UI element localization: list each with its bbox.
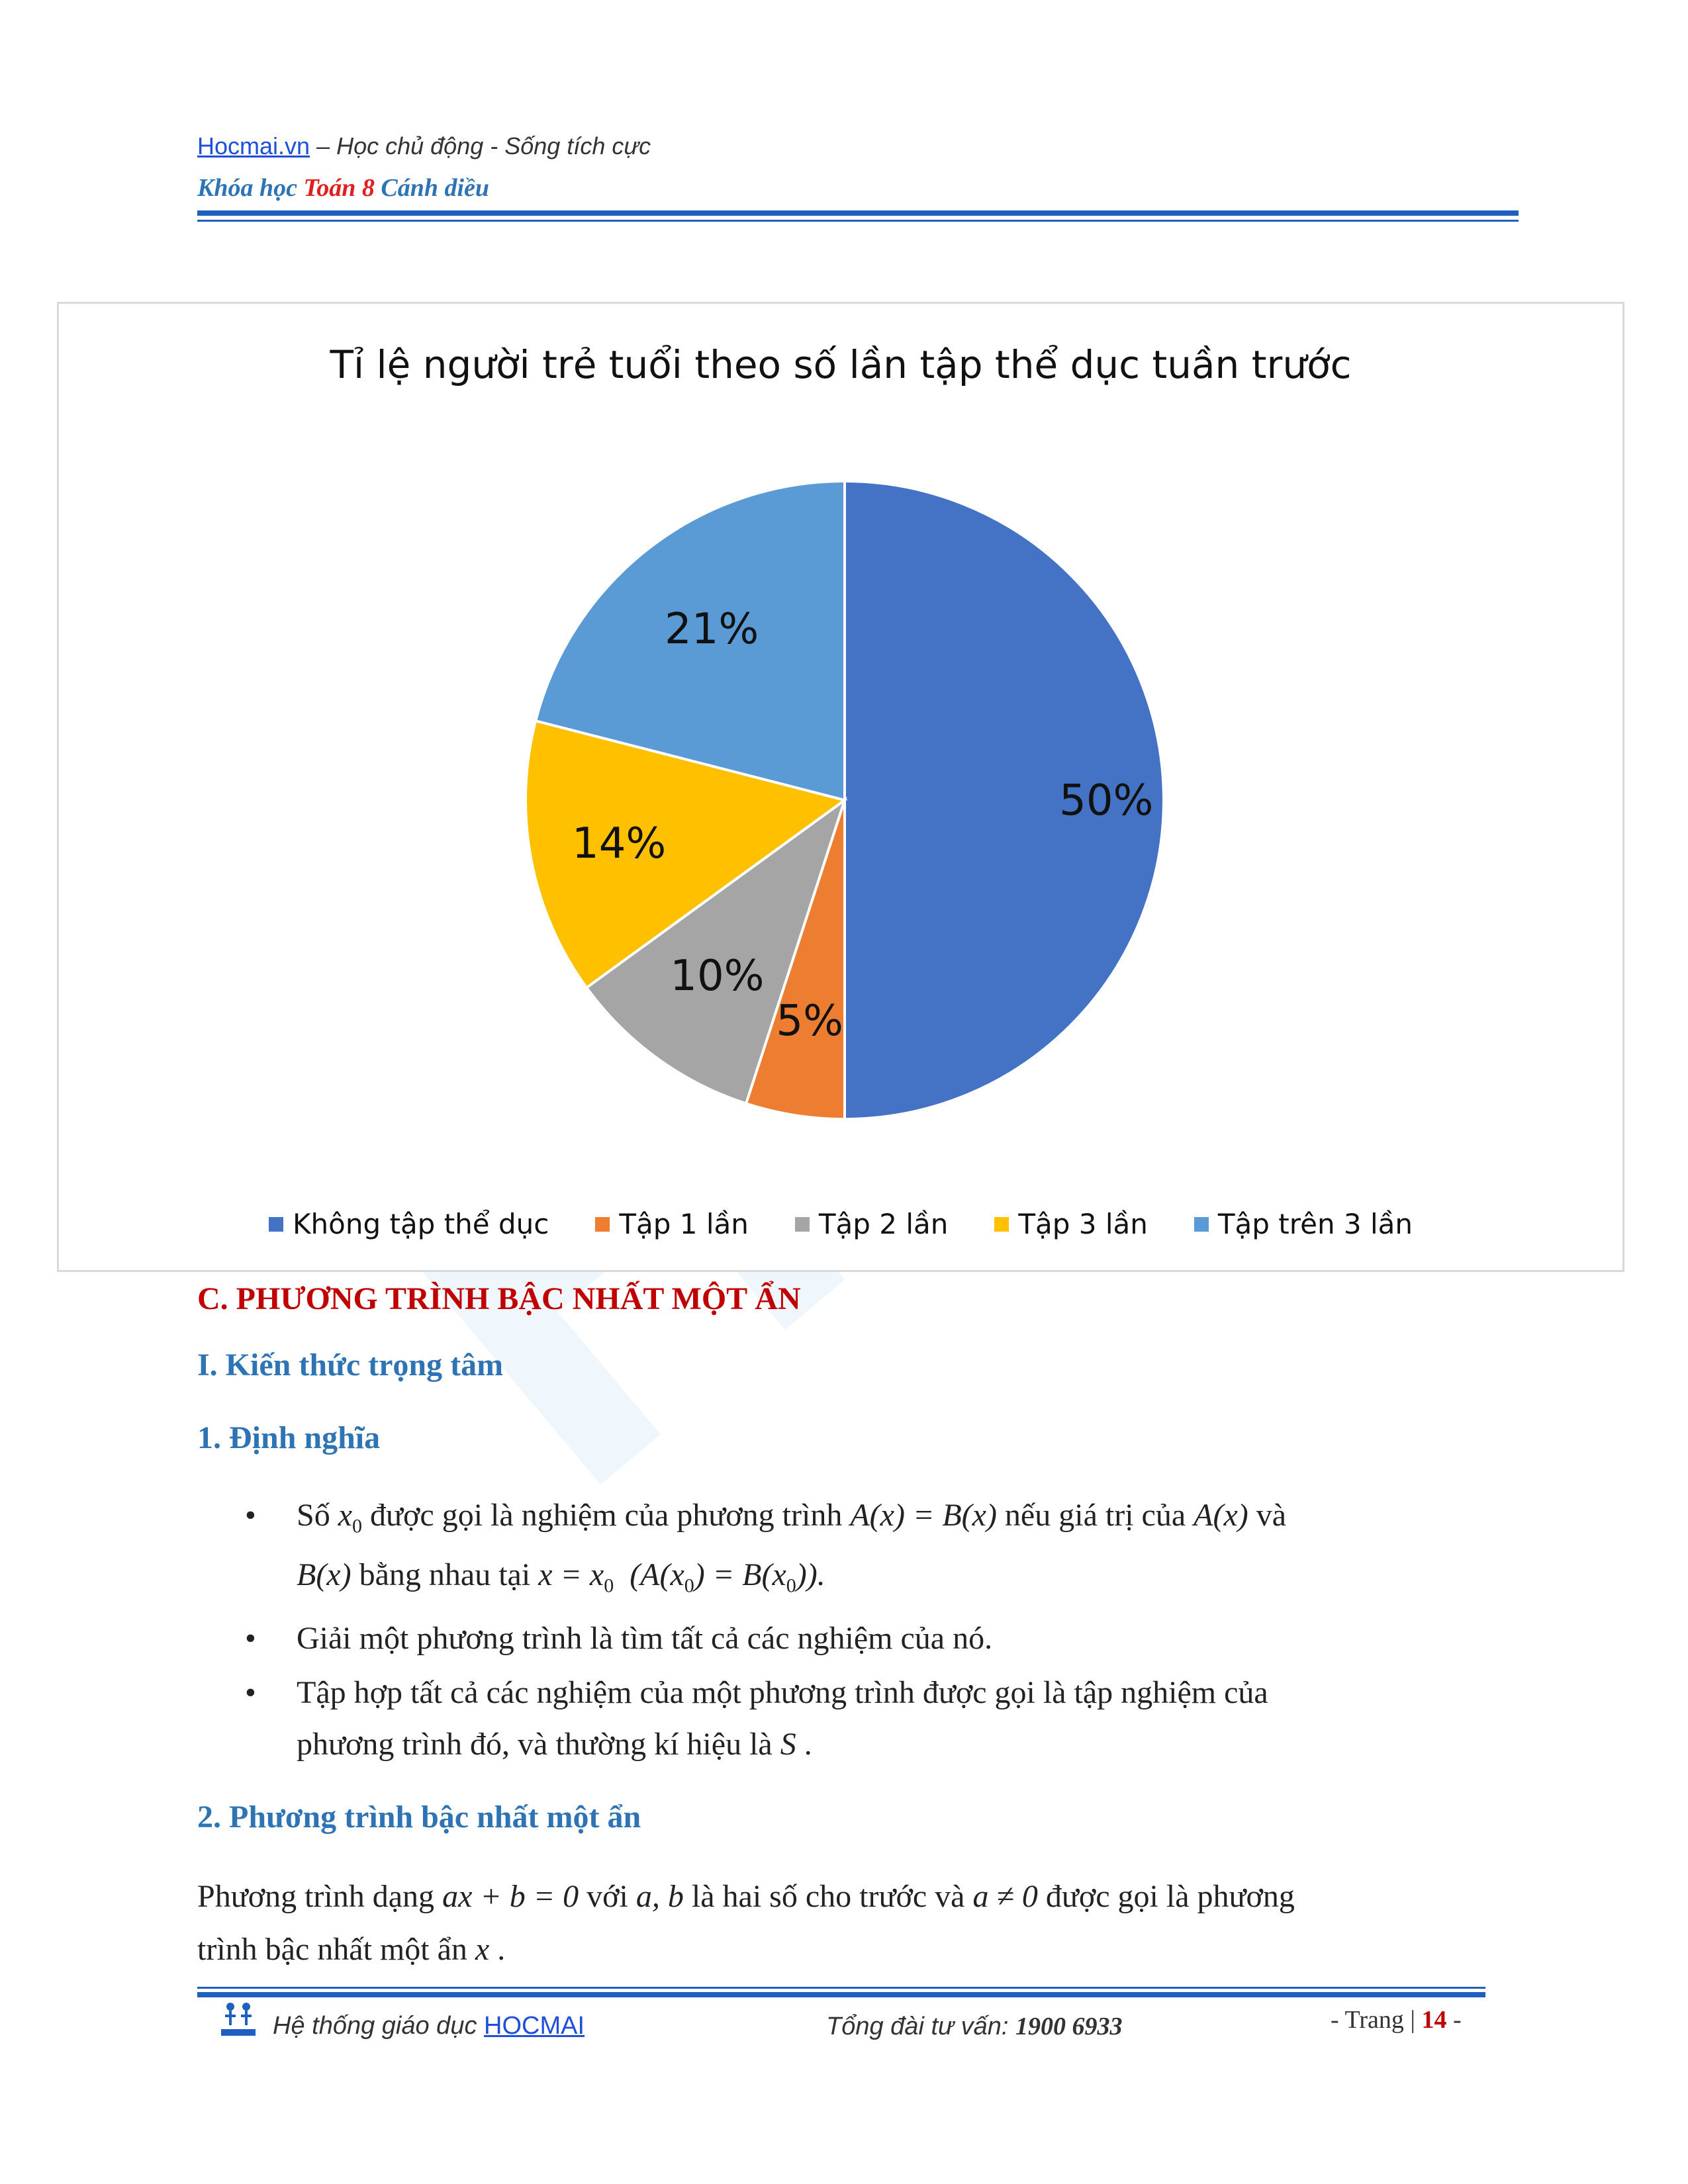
footer-rule (197, 1992, 1485, 1997)
course-prefix: Khóa học (197, 174, 304, 202)
header-rule (197, 210, 1519, 216)
legend-label: Tập 3 lần (1018, 1208, 1148, 1240)
text: Hệ thống giáo dục (273, 2012, 485, 2040)
math-equation: A(x) = B(x) (850, 1498, 997, 1533)
bullet-3-line-2: phương trình đó, và thường kí hiệu là S … (297, 1726, 812, 1762)
math-sub: 0 (352, 1515, 363, 1537)
math-eq: )). (796, 1557, 825, 1592)
hocmai-logo-icon (221, 2003, 256, 2036)
legend-label: Tập trên 3 lần (1217, 1208, 1413, 1240)
text: - Trang | (1331, 2006, 1422, 2034)
math-eq: ) = B(x (694, 1557, 786, 1592)
math-neq: a ≠ 0 (972, 1879, 1038, 1914)
chart-frame: Tỉ lệ người trẻ tuổi theo số lần tập thể… (57, 302, 1624, 1272)
paragraph-line-2: trình bậc nhất một ẩn x . (197, 1931, 505, 1968)
math-sub: 0 (786, 1574, 796, 1597)
bullet-1-line-1: Số x0 được gọi là nghiệm của phương trìn… (297, 1497, 1286, 1538)
text: trình bậc nhất một ẩn (197, 1932, 475, 1967)
legend-item: Tập 2 lần (794, 1208, 949, 1240)
footer-rule-thin (197, 1987, 1485, 1989)
legend-swatch (794, 1216, 810, 1232)
heading-definition: 1. Định nghĩa (197, 1420, 381, 1455)
course-title: Khóa học Toán 8 Cánh diều (197, 173, 489, 203)
text: Tổng đài tư vấn: (826, 2013, 1016, 2040)
bullet-dot: • (245, 1675, 256, 1710)
math-x: x (475, 1932, 490, 1967)
math-ab: a, b (635, 1879, 684, 1914)
site-link[interactable]: Hocmai.vn (197, 132, 310, 159)
text: và (1248, 1498, 1287, 1533)
math-eq: (A(x (630, 1557, 684, 1592)
text: . (489, 1932, 506, 1967)
tagline: – Học chủ động - Sống tích cực (310, 132, 651, 159)
chart-legend: Không tập thể dục Tập 1 lần Tập 2 lần Tập 3… (59, 1208, 1622, 1240)
paragraph-line-1: Phương trình dạng ax + b = 0 với a, b là… (197, 1878, 1295, 1915)
legend-label: Tập 2 lần (818, 1208, 949, 1240)
pie-data-label: 14% (572, 819, 666, 868)
footer-hotline: Tổng đài tư vấn: 1900 6933 (826, 2012, 1123, 2041)
phone-number: 1900 6933 (1015, 2013, 1123, 2040)
text: bằng nhau tại (351, 1557, 539, 1592)
pie-slice-3 (585, 796, 847, 1105)
legend-item: Không tập thể dục (268, 1208, 549, 1240)
math-x: x (338, 1498, 353, 1533)
legend-item: Tập 1 lần (595, 1208, 749, 1240)
bullet-1-line-2: B(x) bằng nhau tại x = x0 (A(x0) = B(x0)… (297, 1557, 825, 1598)
bullet-dot: • (245, 1621, 256, 1656)
pie-data-label: 5% (776, 997, 843, 1046)
math-sub: 0 (604, 1574, 614, 1597)
legend-swatch (994, 1216, 1009, 1232)
section-title: C. PHƯƠNG TRÌNH BẬC NHẤT MỘT ẨN (197, 1281, 801, 1316)
text: - (1446, 2006, 1462, 2034)
text: . (796, 1727, 812, 1762)
math-s: S (780, 1727, 796, 1762)
math-bx: B(x) (297, 1557, 352, 1592)
legend-item: Tập 3 lần (994, 1208, 1148, 1240)
legend-swatch (595, 1216, 610, 1232)
hocmai-link[interactable]: HOCMAI (484, 2012, 585, 2040)
bullet-dot: • (245, 1498, 256, 1533)
pie-slice-5 (534, 479, 846, 802)
text: nếu giá trị của (996, 1498, 1194, 1533)
legend-label: Không tập thể dục (292, 1208, 549, 1240)
subsection-title: I. Kiến thức trọng tâm (197, 1347, 504, 1383)
pie-data-label: 10% (670, 952, 764, 1001)
legend-label: Tập 1 lần (619, 1208, 749, 1240)
text: phương trình đó, và thường kí hiệu là (297, 1727, 780, 1762)
pie-slice-1 (843, 479, 1165, 1121)
math-eq: x = x (538, 1557, 604, 1592)
bullet-3-line-1: Tập hợp tất cả các nghiệm của một phương… (297, 1675, 1268, 1710)
pie-chart: 50% 5%10% 14% 21% (524, 479, 1165, 1121)
legend-swatch (1194, 1216, 1209, 1232)
text: với (579, 1879, 636, 1914)
header-line: Hocmai.vn – Học chủ động - Sống tích cực (197, 132, 651, 160)
pie-slice-4 (524, 719, 848, 990)
text: là hai số cho trước và (683, 1879, 973, 1914)
bullet-2: Giải một phương trình là tìm tất cả các … (297, 1621, 993, 1656)
page-number: - Trang | 14 - (1331, 2005, 1462, 2034)
pie-data-label: 21% (665, 605, 759, 654)
chart-title: Tỉ lệ người trẻ tuổi theo số lần tập thể… (330, 342, 1352, 387)
text: được gọi là nghiệm của phương trình (362, 1498, 851, 1533)
course-subject: Toán 8 (303, 174, 375, 202)
math-eq: ax + b = 0 (442, 1879, 579, 1914)
text: Số (297, 1498, 338, 1533)
course-suffix: Cánh diều (374, 174, 490, 202)
header-rule-thin (197, 220, 1519, 222)
page-num: 14 (1421, 2006, 1447, 2034)
pie-data-label: 50% (1059, 776, 1153, 825)
text: Phương trình dạng (197, 1879, 443, 1914)
math-ax: A(x) (1194, 1498, 1248, 1533)
text: được gọi là phương (1037, 1879, 1295, 1914)
footer-left: Hệ thống giáo dục HOCMAI (273, 2012, 585, 2040)
heading-linear-equation: 2. Phương trình bậc nhất một ẩn (197, 1799, 641, 1835)
math-sub: 0 (684, 1574, 694, 1597)
legend-swatch (268, 1216, 283, 1232)
legend-item: Tập trên 3 lần (1194, 1208, 1413, 1240)
